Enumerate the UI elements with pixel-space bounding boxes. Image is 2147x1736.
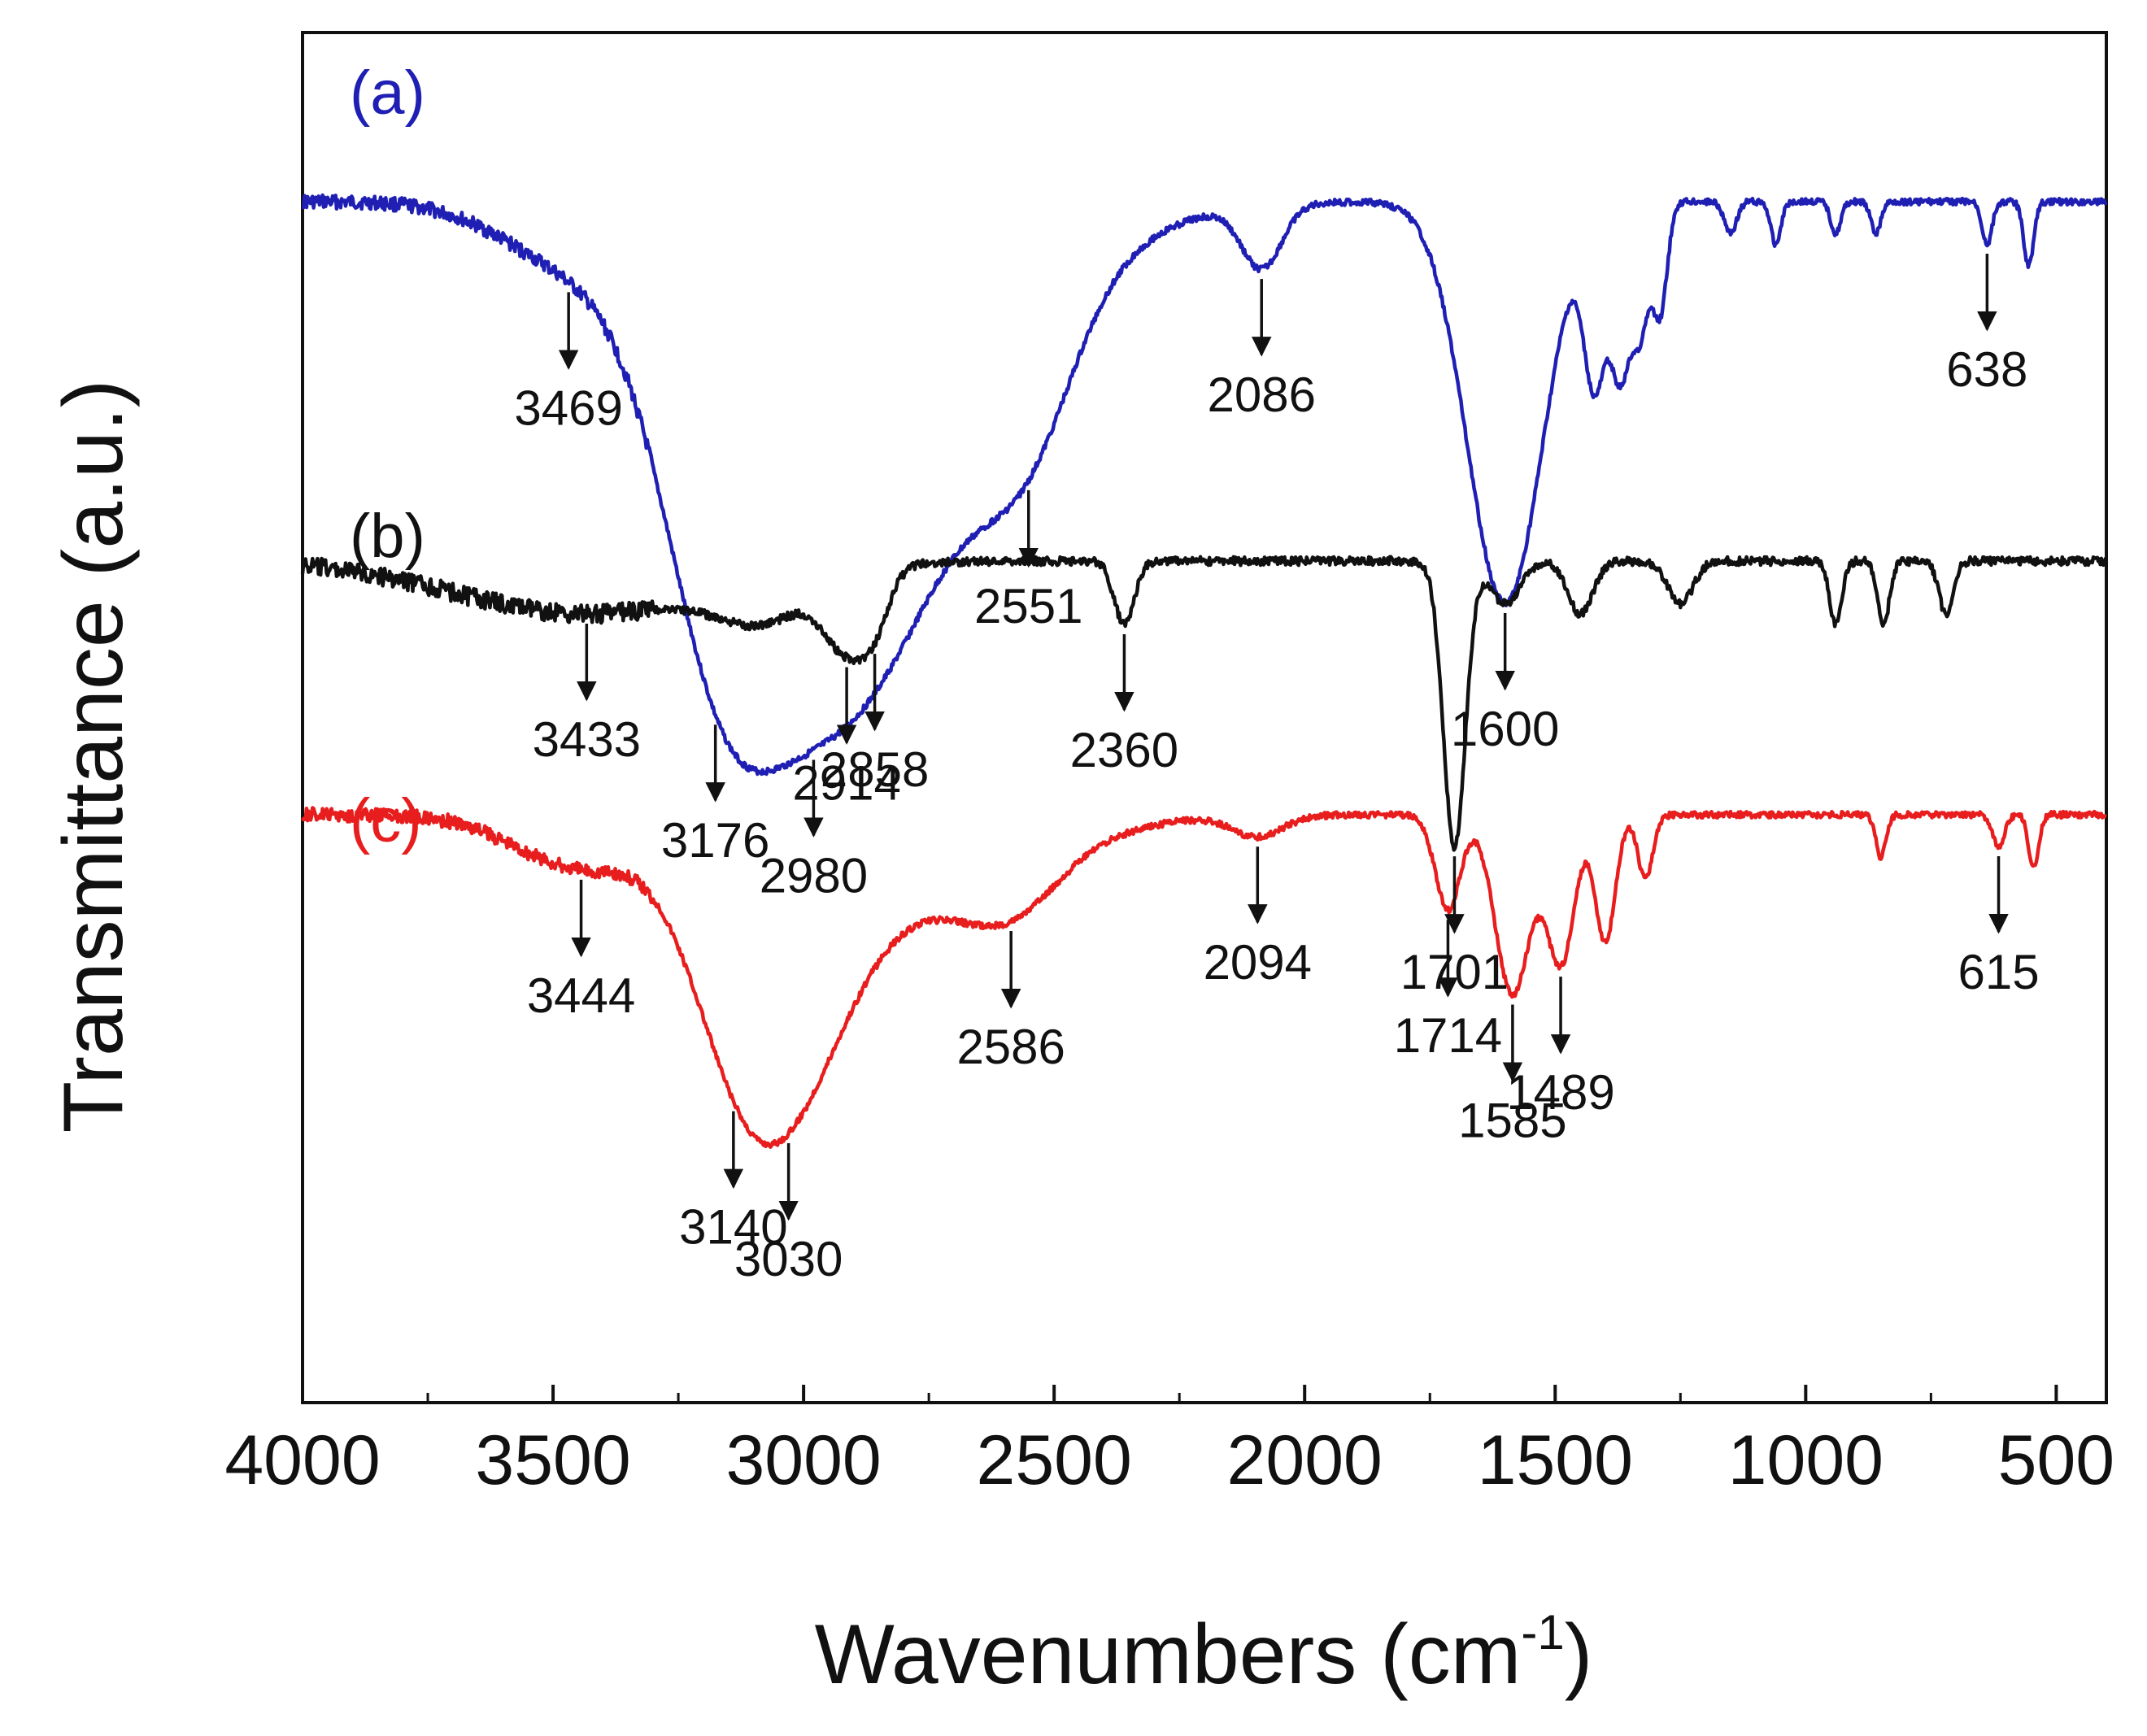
peak-label: 3433 (533, 712, 641, 767)
peak-label: 3140 (679, 1200, 787, 1255)
x-axis-ticks: 4000 3500 3000 2500 2000 1500 1000 500 (224, 1385, 2114, 1499)
peak-label: 3444 (527, 968, 635, 1023)
peak-label: 2360 (1070, 723, 1178, 777)
x-tick-label: 4000 (224, 1421, 380, 1499)
peak-label: 615 (1958, 945, 2039, 999)
series-line-3 (300, 806, 2108, 1149)
x-tick-label: 3500 (475, 1421, 630, 1499)
peak-label: 638 (1946, 342, 2027, 397)
peak-label: 2858 (821, 742, 929, 797)
peak-label: 1600 (1451, 702, 1559, 756)
x-tick-label: 1500 (1478, 1421, 1633, 1499)
peak-label: 2980 (760, 848, 868, 903)
peak-label: 2586 (956, 1020, 1065, 1074)
x-tick-label: 2000 (1227, 1421, 1383, 1499)
series-label-c: (c) (350, 786, 422, 855)
peak-label: 1585 (1458, 1094, 1566, 1148)
series-layer (300, 193, 2109, 1149)
series-line-1 (301, 193, 2108, 777)
peak-label: 1489 (1506, 1065, 1614, 1120)
series-line-2 (300, 555, 2109, 852)
x-axis-title-superscript: -1 (1521, 1605, 1564, 1660)
y-axis-title: Transmittance (a.u.) (46, 380, 141, 1133)
peak-label: 3469 (514, 381, 622, 435)
x-axis-title: Wavenumbers (cm-1) (815, 1605, 1593, 1702)
peak-label: 2551 (974, 579, 1082, 633)
x-axis-title-suffix: ) (1565, 1608, 1593, 1702)
x-tick-label: 3000 (725, 1421, 881, 1499)
peak-label: 1701 (1400, 945, 1509, 999)
peak-label: 2086 (1207, 368, 1315, 422)
series-label-b: (b) (350, 502, 425, 571)
plot-frame (301, 31, 2108, 1404)
x-axis-title-main: Wavenumbers (cm (815, 1608, 1522, 1702)
peak-label: 3176 (661, 813, 769, 868)
peak-label: 1714 (1394, 1008, 1502, 1063)
series-label-a: (a) (350, 59, 425, 128)
peak-label: 3030 (734, 1232, 843, 1286)
x-tick-label: 2500 (977, 1421, 1132, 1499)
x-tick-label: 500 (1998, 1421, 2115, 1499)
peak-label: 2094 (1204, 935, 1312, 990)
peak-label: 2914 (792, 755, 900, 810)
x-tick-label: 1000 (1728, 1421, 1884, 1499)
